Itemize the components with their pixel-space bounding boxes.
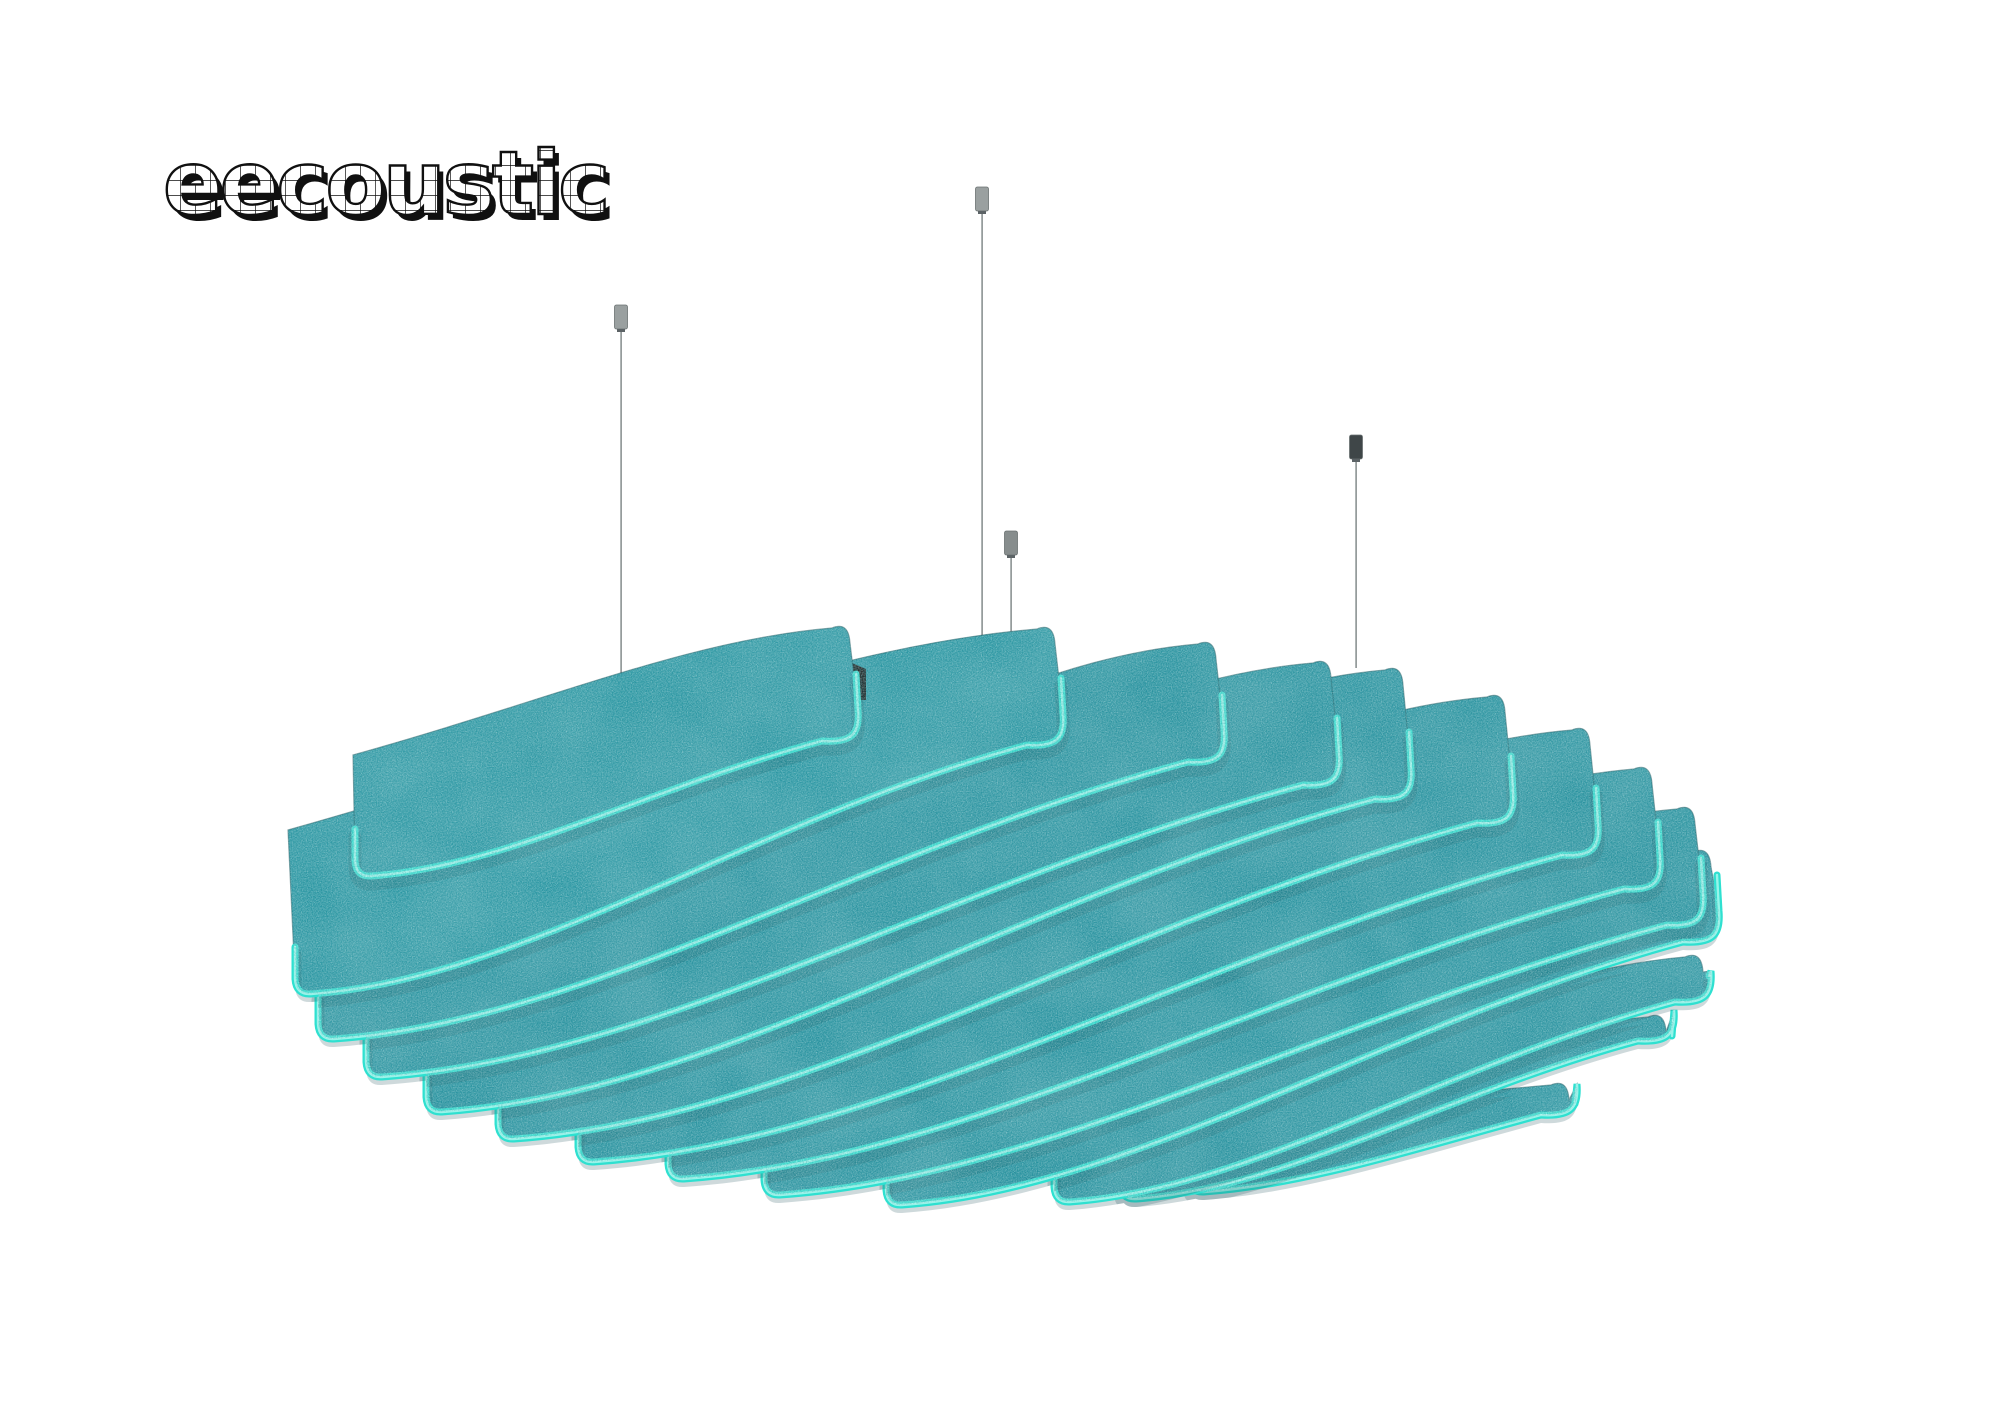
ceiling-mount — [1004, 530, 1018, 556]
suspension-cable-assembly — [614, 304, 628, 680]
brand-logo-shadow: eecoustic — [168, 138, 612, 241]
suspension-cable-assembly — [975, 186, 989, 642]
brand-logo-gridfill: eecoustic — [163, 132, 607, 235]
felt-texture-overlay — [288, 626, 1720, 1206]
ceiling-mount-cap — [617, 329, 625, 332]
suspension-cable-assembly — [1349, 434, 1363, 668]
ceiling-mount — [975, 186, 989, 212]
suspension-cables — [614, 186, 1363, 680]
ceiling-mount-cap — [978, 211, 986, 214]
ceiling-mount-cap — [1007, 555, 1015, 558]
ceiling-mount — [1349, 434, 1363, 460]
suspension-cable-assembly — [1004, 530, 1018, 634]
brand-logo-outline: eecoustic — [163, 132, 607, 235]
ceiling-mount-cap — [1352, 459, 1360, 462]
ceiling-mount — [614, 304, 628, 330]
